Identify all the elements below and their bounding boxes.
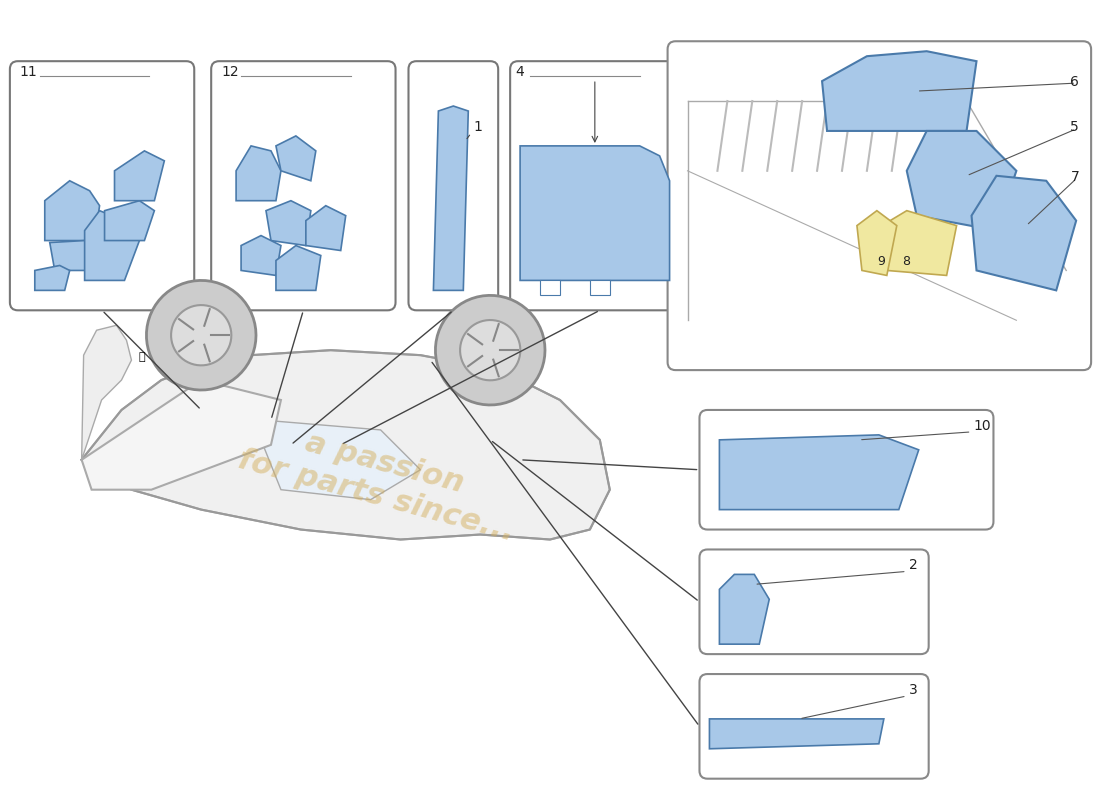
Polygon shape xyxy=(719,574,769,644)
Text: 8: 8 xyxy=(902,255,910,269)
Polygon shape xyxy=(114,151,164,201)
Polygon shape xyxy=(710,719,883,749)
Text: 3: 3 xyxy=(909,683,917,697)
Polygon shape xyxy=(50,241,95,270)
Polygon shape xyxy=(882,210,957,275)
Text: 2: 2 xyxy=(909,558,917,573)
Polygon shape xyxy=(45,181,100,241)
Polygon shape xyxy=(81,326,132,460)
Text: 12: 12 xyxy=(221,65,239,79)
Text: 🐎: 🐎 xyxy=(139,352,145,362)
FancyBboxPatch shape xyxy=(408,61,498,310)
FancyBboxPatch shape xyxy=(668,42,1091,370)
Polygon shape xyxy=(460,320,520,380)
Polygon shape xyxy=(146,281,256,390)
Text: 7: 7 xyxy=(1070,170,1079,184)
Polygon shape xyxy=(857,210,896,275)
Polygon shape xyxy=(266,201,311,246)
Text: a passion
for parts since...: a passion for parts since... xyxy=(235,413,526,547)
Polygon shape xyxy=(306,206,345,250)
FancyBboxPatch shape xyxy=(700,410,993,530)
Polygon shape xyxy=(540,281,560,295)
Text: 1: 1 xyxy=(473,120,482,134)
Polygon shape xyxy=(172,305,231,366)
Polygon shape xyxy=(436,295,544,405)
Text: 5: 5 xyxy=(1070,120,1079,134)
Polygon shape xyxy=(433,106,469,290)
Polygon shape xyxy=(590,281,609,295)
Polygon shape xyxy=(35,266,69,290)
FancyBboxPatch shape xyxy=(700,674,928,778)
Polygon shape xyxy=(276,246,321,290)
Polygon shape xyxy=(236,146,280,201)
Text: 10: 10 xyxy=(974,419,991,433)
FancyBboxPatch shape xyxy=(700,550,928,654)
Text: 11: 11 xyxy=(20,65,37,79)
Polygon shape xyxy=(241,235,280,275)
FancyBboxPatch shape xyxy=(510,61,690,310)
Polygon shape xyxy=(719,435,918,510)
Polygon shape xyxy=(104,201,154,241)
Text: 4: 4 xyxy=(515,65,524,79)
FancyBboxPatch shape xyxy=(10,61,195,310)
Polygon shape xyxy=(520,146,670,281)
Text: 6: 6 xyxy=(1070,75,1079,89)
Polygon shape xyxy=(85,210,140,281)
Polygon shape xyxy=(971,176,1076,290)
Polygon shape xyxy=(81,350,609,539)
Polygon shape xyxy=(906,131,1016,230)
Polygon shape xyxy=(261,420,420,500)
Polygon shape xyxy=(822,51,977,131)
Polygon shape xyxy=(276,136,316,181)
FancyBboxPatch shape xyxy=(211,61,396,310)
Polygon shape xyxy=(81,380,280,490)
Text: 9: 9 xyxy=(877,255,884,269)
